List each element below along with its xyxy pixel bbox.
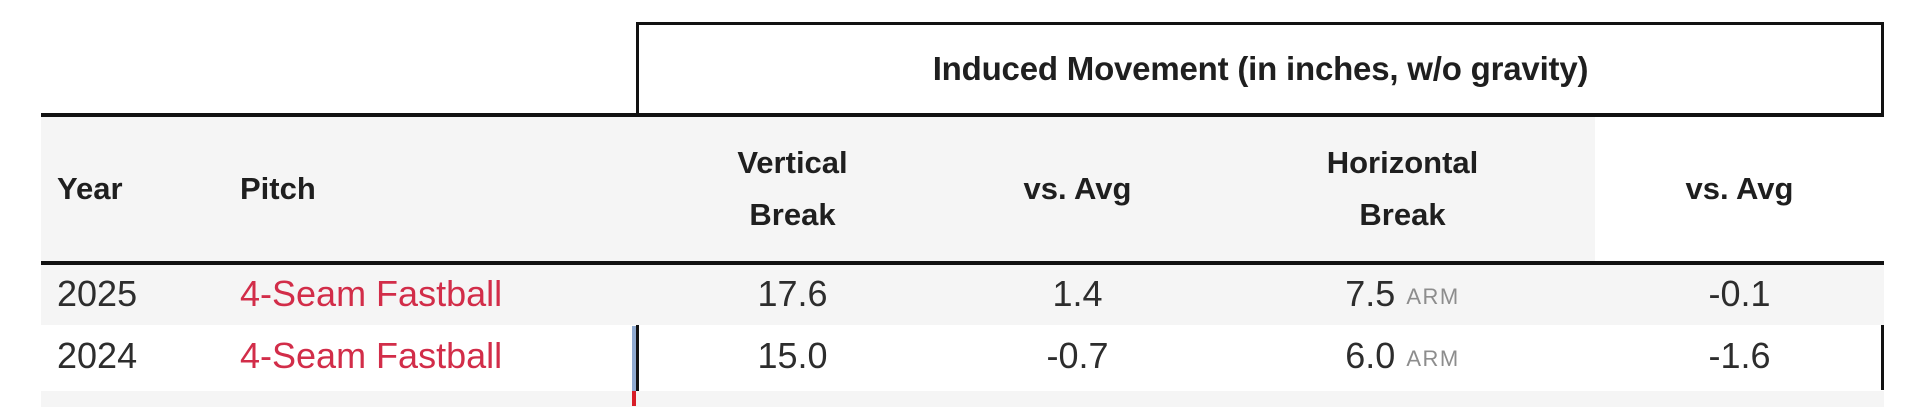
cell-horizontal-break: 7.5 ARM	[1210, 263, 1595, 325]
header-row-top-border	[41, 113, 1884, 117]
column-header-pitch[interactable]: Pitch	[240, 171, 316, 206]
group-header-top-border	[637, 22, 1884, 25]
arm-side-label: ARM	[1406, 346, 1460, 371]
horizontal-break-value: 6.0	[1345, 335, 1396, 376]
cell-pitch: 4-Seam Fastball	[240, 335, 503, 376]
column-header-horizontal-break[interactable]: Horizontal Break	[1210, 117, 1595, 261]
cell-horizontal-vs-avg: -0.1	[1708, 273, 1771, 314]
cell-vertical-break: 15.0	[757, 335, 828, 376]
cell-horizontal-vs-avg: -1.6	[1708, 335, 1771, 376]
row-2025-background	[41, 265, 1884, 325]
cell-vertical-break: 17.6	[757, 273, 828, 314]
column-header-horizontal-break-text: Horizontal Break	[1326, 145, 1479, 232]
cell-vertical-vs-avg: 1.4	[1052, 273, 1103, 314]
group-header-title: Induced Movement (in inches, w/o gravity…	[932, 50, 1589, 87]
column-header-vs-avg-vertical[interactable]: vs. Avg	[1023, 171, 1132, 206]
row-indicator-strip-blue	[632, 326, 636, 391]
row-indicator-strip-red	[632, 391, 636, 406]
column-header-year[interactable]: Year	[57, 171, 123, 206]
header-row-bottom-border	[41, 261, 1884, 265]
partial-next-row	[41, 391, 1884, 407]
arm-side-label: ARM	[1406, 284, 1460, 309]
column-header-background	[41, 117, 1595, 261]
cell-horizontal-break: 6.0 ARM	[1210, 325, 1595, 387]
cell-year: 2025	[57, 273, 138, 314]
cell-year: 2024	[57, 335, 138, 376]
horizontal-break-value: 7.5	[1345, 273, 1396, 314]
cell-pitch: 4-Seam Fastball	[240, 273, 503, 314]
column-header-last-cell-background	[1595, 117, 1884, 261]
column-header-vertical-break-text: Vertical Break	[737, 145, 848, 232]
column-header-vertical-break[interactable]: Vertical Break	[640, 117, 945, 261]
cell-vertical-vs-avg: -0.7	[1046, 335, 1109, 376]
column-header-vs-avg-horizontal[interactable]: vs. Avg	[1685, 171, 1794, 206]
